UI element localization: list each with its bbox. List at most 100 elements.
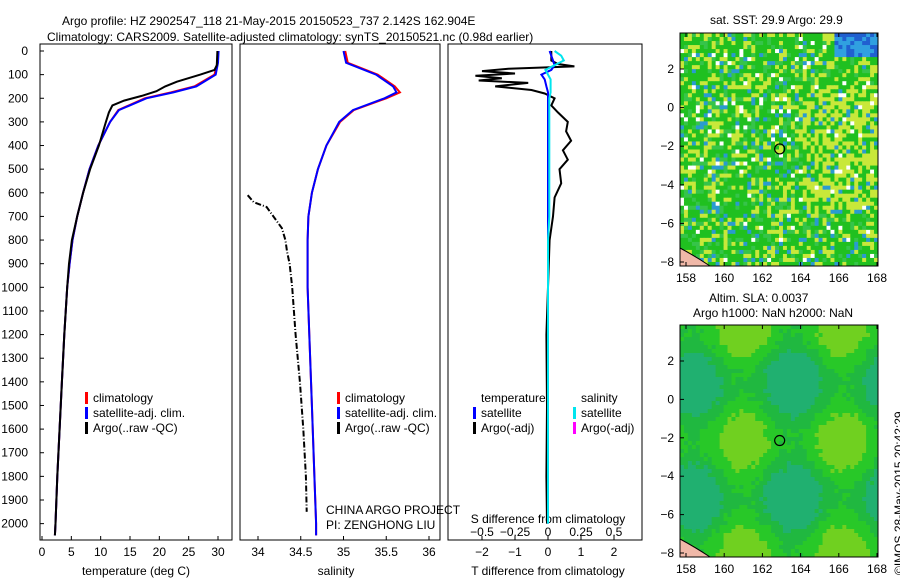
map-cell	[735, 61, 740, 66]
map-cell	[743, 41, 748, 46]
map-cell	[703, 129, 709, 134]
map-cell	[794, 49, 800, 54]
map-cell	[782, 81, 788, 86]
map-cell	[826, 113, 831, 118]
map-cell	[775, 193, 780, 199]
map-cell	[870, 141, 875, 146]
map-cell	[723, 257, 729, 263]
map-cell	[695, 173, 701, 179]
map-cell	[747, 225, 752, 231]
map-cell	[763, 61, 768, 66]
map-cell	[870, 209, 875, 215]
map-cell	[806, 249, 812, 255]
map-cell	[862, 89, 867, 94]
map-cell	[794, 453, 800, 458]
map-cell	[775, 205, 780, 211]
map-cell	[707, 337, 713, 342]
map-cell	[826, 357, 831, 362]
map-cell	[842, 49, 847, 54]
map-cell	[719, 425, 725, 430]
map-cell	[838, 445, 843, 450]
map-cell	[858, 181, 863, 187]
map-cell	[779, 465, 784, 470]
map-cell	[767, 457, 772, 462]
map-cell	[747, 249, 752, 255]
map-cell	[711, 125, 717, 130]
map-cell	[794, 61, 800, 66]
map-cell	[759, 405, 764, 410]
map-cell	[782, 425, 788, 430]
map-cell	[802, 337, 808, 342]
map-cell	[838, 197, 843, 203]
map-cell	[858, 201, 863, 207]
map-cell	[763, 89, 768, 94]
map-cell	[735, 109, 740, 114]
map-cell	[818, 253, 824, 259]
map-cell	[715, 85, 721, 90]
map-cell	[826, 201, 831, 207]
map-cell	[779, 477, 784, 482]
map-cell	[711, 253, 717, 259]
map-cell	[743, 377, 748, 382]
map-cell	[866, 381, 871, 386]
map-cell	[747, 209, 752, 215]
map-cell	[739, 353, 744, 358]
map-cell	[723, 45, 729, 50]
map-cell	[735, 157, 740, 163]
map-cell	[834, 97, 839, 102]
map-cell	[723, 57, 729, 62]
map-cell	[854, 161, 859, 167]
map-cell	[723, 133, 729, 138]
map-cell	[743, 129, 748, 134]
map-cell	[699, 453, 705, 458]
map-cell	[806, 469, 812, 474]
map-cell	[695, 197, 701, 203]
map-cell	[727, 469, 732, 474]
map-cell	[810, 125, 816, 130]
map-cell	[763, 201, 768, 207]
map-cell	[739, 377, 744, 382]
map-cell	[719, 153, 725, 159]
map-cell	[723, 421, 729, 426]
map-cell	[699, 153, 705, 159]
map-cell	[794, 201, 800, 207]
map-cell	[782, 157, 788, 163]
map-cell	[747, 217, 752, 223]
map-cell	[854, 145, 859, 150]
map-cell	[818, 181, 824, 187]
map-cell	[727, 377, 732, 382]
map-cell	[695, 413, 701, 418]
map-cell	[767, 229, 772, 235]
map-cell	[826, 73, 831, 78]
map-cell	[790, 417, 796, 422]
map-cell	[711, 337, 717, 342]
map-cell	[782, 325, 788, 330]
map-cell	[747, 261, 752, 267]
map-cell	[806, 417, 812, 422]
map-cell	[703, 157, 709, 163]
map-cell	[747, 229, 752, 235]
map-cell	[699, 329, 705, 334]
map-cell	[683, 157, 689, 163]
map-cell	[810, 365, 816, 370]
map-cell	[735, 165, 740, 171]
map-cell	[680, 349, 685, 354]
map-cell	[723, 417, 729, 422]
map-cell	[771, 169, 776, 175]
map-cell	[814, 193, 820, 199]
map-cell	[751, 253, 756, 259]
map-cell	[703, 77, 709, 82]
map-cell	[715, 57, 721, 62]
map-cell	[874, 401, 879, 406]
map-cell	[814, 401, 820, 406]
map-cell	[862, 369, 867, 374]
map-cell	[806, 409, 812, 414]
map-cell	[763, 425, 768, 430]
map-cell	[870, 69, 875, 74]
map-cell	[779, 253, 784, 259]
map-cell	[731, 133, 736, 138]
map-cell	[790, 325, 796, 330]
map-cell	[870, 121, 875, 126]
map-cell	[822, 193, 828, 199]
map-cell	[751, 365, 756, 370]
